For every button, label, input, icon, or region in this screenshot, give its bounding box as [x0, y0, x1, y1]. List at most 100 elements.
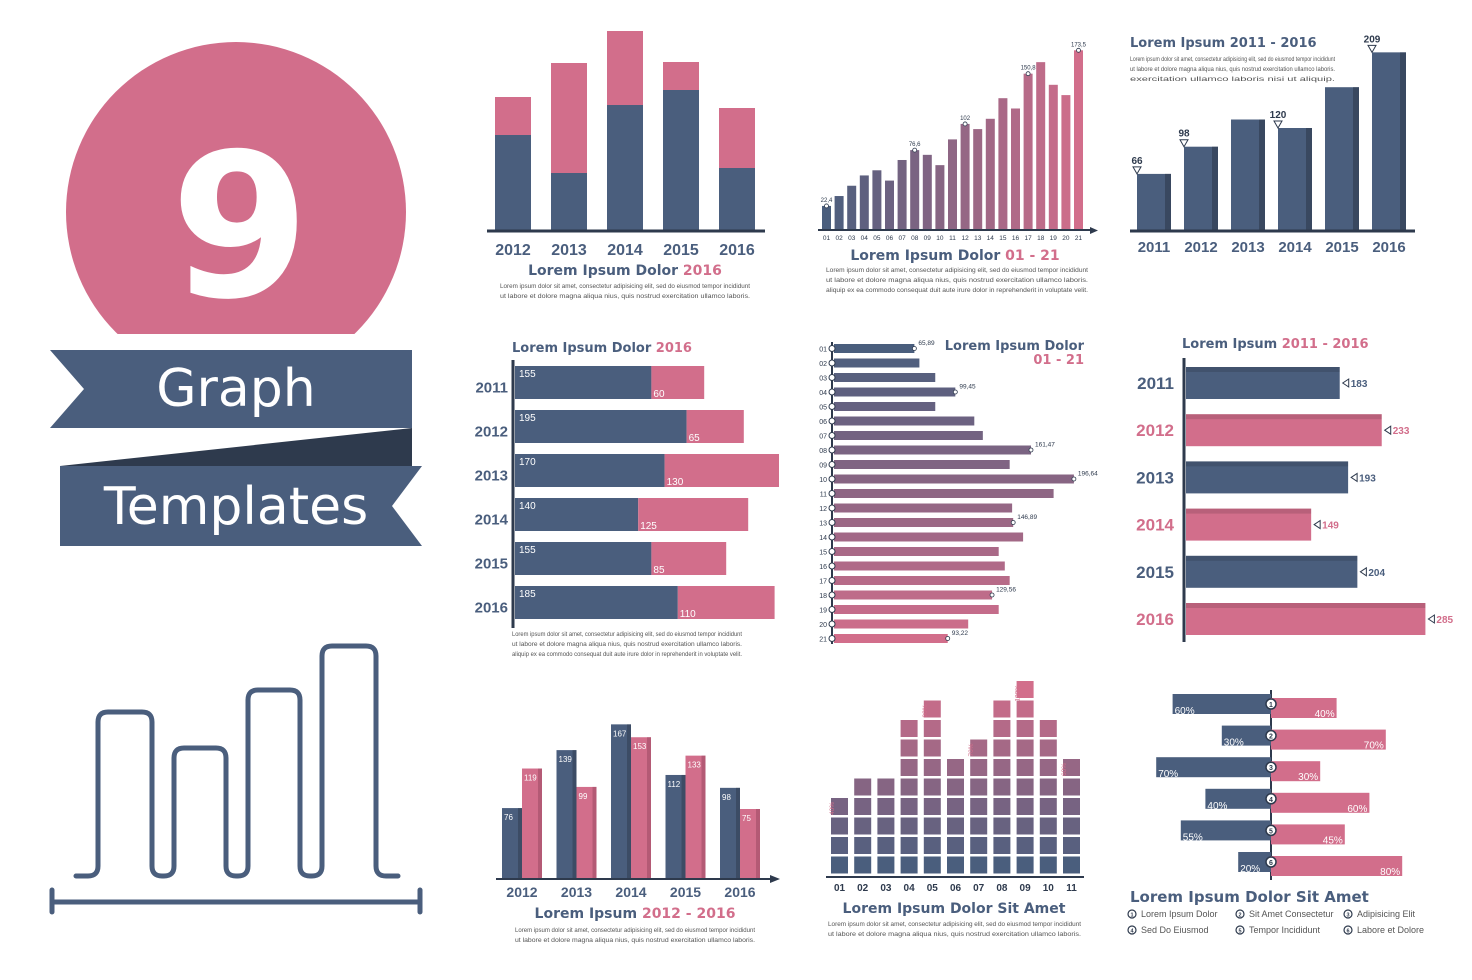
tick-label: 14	[987, 235, 995, 242]
bar-segment	[686, 410, 744, 443]
bar-side	[1400, 52, 1406, 230]
chart-diverging-bars: 60% 40% 1 30% 70% 2 70% 30% 3 40% 60% 4 55% 45% 5 20% 80…	[1127, 690, 1424, 935]
data-label: 65	[689, 433, 701, 444]
bar	[834, 489, 1054, 498]
tick-marker	[828, 359, 836, 367]
bar-cell	[1039, 798, 1057, 815]
bar-left	[1156, 757, 1271, 778]
chart-title: Lorem Ipsum 2011 - 2016	[1130, 36, 1317, 51]
bar-side	[1212, 146, 1218, 230]
bar	[960, 123, 970, 229]
bar-segment	[551, 63, 587, 173]
tick-label: 2	[1269, 734, 1273, 741]
tick-marker	[828, 490, 836, 497]
bar-segment	[515, 366, 652, 399]
tick-marker	[828, 374, 836, 381]
data-label: 120	[1270, 110, 1287, 121]
bar-left	[1238, 852, 1271, 872]
bar	[834, 445, 1031, 455]
body-text: Lorem ipsum dolor sit amet, consectetur …	[1130, 56, 1335, 63]
bar	[740, 809, 760, 878]
bar-segment	[515, 454, 665, 487]
data-label: 196,64	[1078, 471, 1098, 478]
bar-top-shade	[1186, 508, 1312, 514]
bar	[935, 165, 945, 229]
tick-label: 2012	[1184, 239, 1217, 256]
tick-label: 10	[1043, 883, 1055, 894]
bar	[834, 460, 1010, 469]
data-label: 55%	[1183, 832, 1203, 843]
tick-label: 2013	[475, 468, 508, 485]
bar-right	[1271, 698, 1337, 718]
chart-title: Lorem Ipsum Dolor 2016	[512, 341, 692, 356]
data-label: 102	[960, 116, 971, 122]
bar-segment	[607, 31, 643, 105]
chart-stacked-bars: Lorem Ipsum Dolor 2016 155 60 2011 195 65 2012…	[475, 341, 779, 658]
bar-cell	[970, 837, 988, 854]
bar-cell	[970, 739, 988, 757]
bar-segment	[515, 586, 678, 619]
data-label: 209	[1364, 34, 1381, 45]
tick-label: 2015	[1136, 563, 1174, 582]
tick-label: 20	[1062, 235, 1070, 242]
value-marker	[824, 203, 829, 209]
bar-cell	[900, 739, 918, 757]
bar	[834, 344, 915, 353]
chart-title: Lorem Ipsum 2011 - 2016	[1182, 337, 1369, 352]
bar	[834, 196, 844, 229]
chart-title-accent: 2016	[683, 263, 722, 279]
bar-side	[572, 750, 577, 878]
tick-label: 1	[1269, 702, 1273, 709]
value-pointer-icon	[1273, 120, 1283, 130]
bar-cell	[1016, 759, 1034, 776]
bar	[834, 387, 956, 397]
tick-label: 2013	[1136, 468, 1174, 487]
data-label: 204	[1368, 568, 1385, 579]
legend-number: 3	[1346, 913, 1349, 919]
chart-grouped-columns: 76 119 2012 139 99 2013 167 153 2014 112 133 2015 98…	[496, 724, 780, 944]
bar	[1023, 73, 1033, 230]
bar-cell	[1063, 778, 1080, 796]
data-label: 195	[519, 413, 536, 424]
legend-number: 4	[1130, 929, 1134, 935]
body-text: Lorem ipsum dolor sit amet, consectetur …	[828, 921, 1081, 928]
tick-marker	[828, 446, 836, 454]
row-marker	[1265, 761, 1277, 773]
bar-cell	[993, 798, 1011, 815]
bar	[834, 474, 1074, 484]
bar-cell	[1039, 759, 1057, 776]
tick-label: 01	[834, 883, 846, 894]
bar-cell	[947, 798, 964, 815]
tick-label: 11	[1066, 883, 1077, 894]
bar	[985, 118, 995, 229]
value-marker	[945, 636, 951, 641]
bar-cell	[1016, 720, 1034, 737]
bar	[973, 129, 983, 229]
tick-label: 02	[857, 883, 869, 894]
data-label: 112	[668, 780, 681, 789]
bar-right	[1271, 856, 1403, 876]
legend-marker	[1343, 909, 1353, 919]
tick-label: 04	[861, 235, 869, 242]
tick-label: 2011	[1138, 239, 1171, 256]
data-label: 40%	[829, 802, 836, 815]
tick-label: 07	[898, 235, 906, 242]
bar-cell	[923, 817, 941, 835]
bar-cell	[831, 837, 848, 854]
bar-left	[1205, 788, 1271, 809]
bar	[1186, 508, 1312, 541]
value-marker	[1025, 71, 1031, 77]
bar-cell	[831, 856, 848, 874]
chart-title-accent: 2011 - 2016	[1282, 337, 1369, 352]
bar-right	[1271, 729, 1386, 750]
bar-cell	[900, 798, 918, 815]
data-label: 149	[1322, 521, 1339, 532]
chart-subtitle: 01 - 21	[1033, 353, 1084, 368]
tick-label: 2015	[475, 556, 508, 573]
bar-cell	[993, 739, 1011, 757]
legend-marker	[1127, 909, 1137, 919]
bar-side	[701, 755, 706, 878]
chart-title: Lorem Ipsum Dolor Sit Amet	[1130, 888, 1369, 906]
tick-label: 2014	[1136, 516, 1174, 535]
data-label: 60%	[1175, 706, 1195, 717]
